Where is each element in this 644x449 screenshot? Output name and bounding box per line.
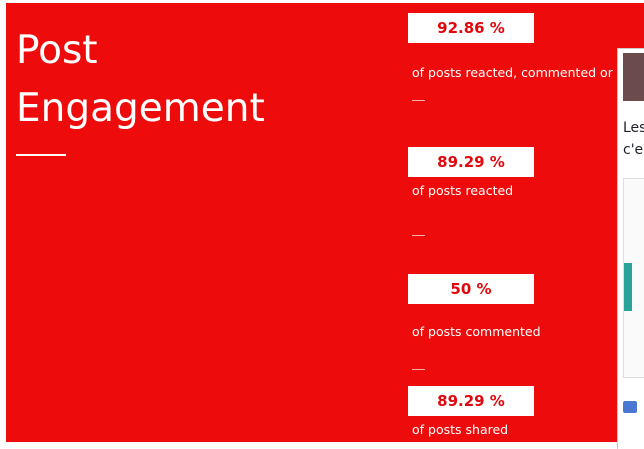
stat-value: 89.29 % bbox=[408, 386, 534, 416]
like-icon[interactable] bbox=[623, 401, 637, 413]
divider bbox=[412, 369, 425, 370]
title-line: Engagement bbox=[16, 89, 265, 128]
stat-caption: of posts reacted bbox=[412, 183, 513, 198]
stat-caption: of posts shared bbox=[412, 422, 508, 437]
stat-value: 92.86 % bbox=[408, 13, 534, 43]
post-card[interactable]: Les c'e bbox=[617, 48, 644, 449]
avatar bbox=[623, 53, 644, 101]
post-text: c'e bbox=[623, 142, 643, 158]
divider bbox=[412, 100, 425, 101]
post-image bbox=[623, 178, 644, 378]
page: Post Engagement 92.86 % of posts reacted,… bbox=[0, 0, 644, 442]
stat-value: 89.29 % bbox=[408, 147, 534, 177]
stat-caption: of posts commented bbox=[412, 324, 541, 339]
post-text: Les bbox=[623, 120, 644, 136]
title-underline bbox=[16, 154, 66, 156]
image-shape bbox=[624, 263, 632, 311]
stat-caption: of posts reacted, commented or s bbox=[412, 65, 623, 80]
stat-value: 50 % bbox=[408, 274, 534, 304]
divider bbox=[412, 235, 425, 236]
slide: Post Engagement 92.86 % of posts reacted,… bbox=[6, 3, 644, 442]
title-line: Post bbox=[16, 31, 98, 70]
